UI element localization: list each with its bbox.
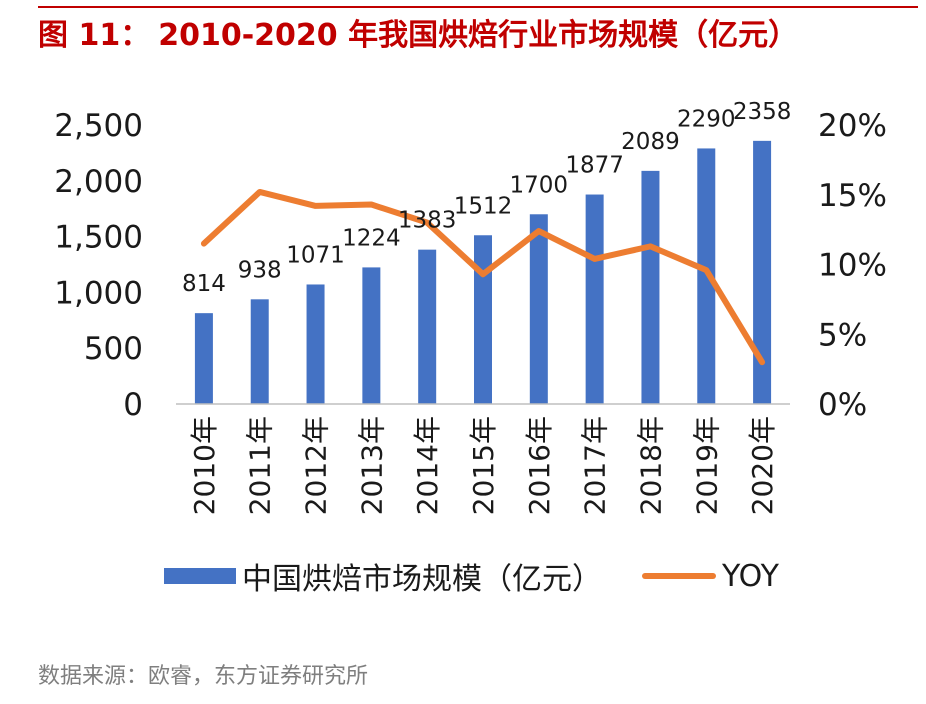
x-tick-label: 2019年 [690,416,723,515]
bar-data-label: 938 [238,257,282,283]
x-tick-label: 2016年 [523,416,556,515]
bar [250,299,269,404]
x-tick-label: 2018年 [634,416,667,515]
legend-item-bar: 中国烘焙市场规模（亿元） [164,556,602,597]
x-tick-label: 2015年 [467,416,500,515]
bar [418,249,437,404]
y-left-tick-label: 2,500 [54,108,143,144]
bar-data-label: 1700 [510,172,569,198]
bar-data-label: 2358 [733,99,792,125]
bar [641,170,660,404]
bar-data-label: 1877 [565,153,624,179]
x-tick-label: 2011年 [244,416,277,515]
bar-data-label: 1512 [454,193,513,219]
figure-number: 图 11： [38,18,151,53]
legend: 中国烘焙市场规模（亿元） YOY [0,556,926,597]
bar [753,140,772,404]
bar [529,214,548,404]
x-tick-label: 2020年 [746,416,779,515]
legend-line-swatch [642,573,716,579]
bar [306,284,325,404]
bar-data-label: 1383 [398,208,457,234]
y-left-tick-label: 2,000 [54,164,143,200]
chart-title: 图 11： 2010-2020 年我国烘焙行业市场规模（亿元） [38,16,908,56]
chart-area: 0 500 1,000 1,500 2,000 2,500 0% 5% 10% 15% 20% 814… [54,99,887,515]
y-right-tick-label: 0% [818,387,867,423]
title-rule [38,6,918,8]
y-left-tick-label: 500 [84,331,143,367]
x-tick-label: 2014年 [411,416,444,515]
x-tick-label: 2012年 [300,416,333,515]
bar [474,235,492,404]
y-left-tick-label: 1,500 [54,220,143,256]
y-left-tick-label: 1,000 [54,275,143,311]
title-text: 2010-2020 年我国烘焙行业市场规模（亿元） [158,18,799,53]
bar-data-label: 2290 [677,106,736,132]
y-right-tick-label: 15% [818,178,887,214]
bar [362,267,381,404]
y-right-tick-label: 20% [818,108,887,144]
y-right-tick-label: 5% [818,317,867,353]
source-note: 数据来源：欧睿，东方证券研究所 [38,664,369,689]
x-tick-label: 2017年 [579,416,612,515]
legend-item-line: YOY [642,556,779,596]
bar-data-label: 1071 [286,242,345,268]
bar [585,194,604,404]
x-tick-label: 2013年 [355,416,388,515]
legend-bar-label: 中国烘焙市场规模（亿元） [242,562,602,597]
legend-line-label: YOY [722,558,779,594]
bar [194,313,213,404]
y-left-tick-label: 0 [123,387,143,423]
legend-bar-swatch [164,568,236,584]
x-tick-label: 2010年 [188,416,221,515]
bar-data-label: 814 [182,271,226,297]
bar-data-label: 2089 [621,129,680,155]
bar [697,148,716,404]
bar-data-label: 1224 [342,225,401,251]
y-right-tick-label: 10% [818,248,887,284]
